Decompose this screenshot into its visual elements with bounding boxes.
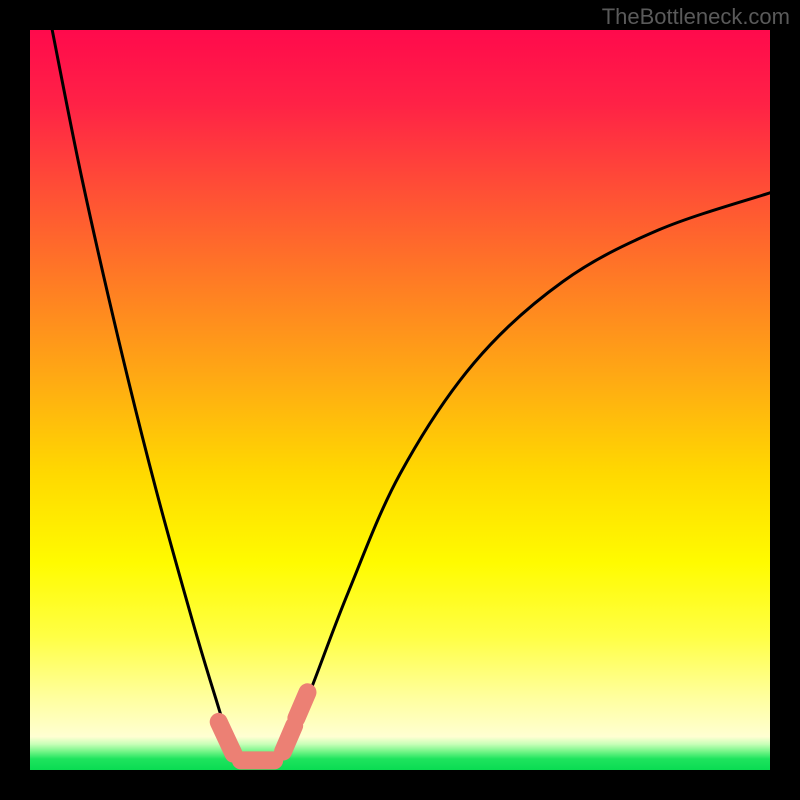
watermark-text: TheBottleneck.com: [602, 4, 790, 30]
highlight-marker-2: [283, 726, 294, 752]
plot-background: [30, 30, 770, 770]
chart-svg: [0, 0, 800, 800]
highlight-marker-3: [296, 692, 307, 718]
bottleneck-chart: TheBottleneck.com: [0, 0, 800, 800]
